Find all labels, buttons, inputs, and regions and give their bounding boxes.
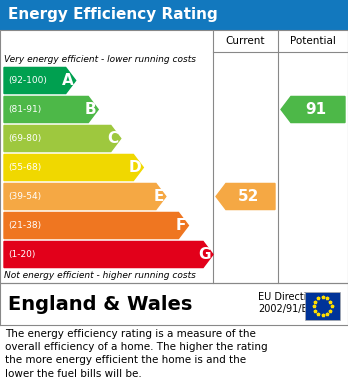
Polygon shape [4,242,213,267]
FancyBboxPatch shape [0,0,348,30]
Text: B: B [85,102,96,117]
Text: (69-80): (69-80) [8,134,41,143]
FancyBboxPatch shape [305,292,340,320]
Text: Not energy efficient - higher running costs: Not energy efficient - higher running co… [4,271,196,280]
Text: 52: 52 [238,189,260,204]
Text: (1-20): (1-20) [8,250,35,259]
Text: (39-54): (39-54) [8,192,41,201]
Polygon shape [216,183,275,210]
Text: Potential: Potential [290,36,336,46]
Text: F: F [176,218,187,233]
Text: G: G [198,247,211,262]
Text: E: E [153,189,164,204]
Text: C: C [108,131,119,146]
Text: 91: 91 [306,102,327,117]
Text: (81-91): (81-91) [8,105,41,114]
Text: EU Directive
2002/91/EC: EU Directive 2002/91/EC [258,292,318,314]
Polygon shape [4,154,143,181]
Text: England & Wales: England & Wales [8,294,192,314]
Text: Current: Current [226,36,265,46]
Polygon shape [4,126,121,152]
Text: D: D [129,160,141,175]
Text: (92-100): (92-100) [8,76,47,85]
Text: Very energy efficient - lower running costs: Very energy efficient - lower running co… [4,54,196,63]
Text: (21-38): (21-38) [8,221,41,230]
Polygon shape [281,97,345,122]
Text: The energy efficiency rating is a measure of the
overall efficiency of a home. T: The energy efficiency rating is a measur… [5,329,268,378]
Polygon shape [4,97,98,122]
Text: Energy Efficiency Rating: Energy Efficiency Rating [8,7,218,23]
Text: A: A [62,73,74,88]
Polygon shape [4,183,166,210]
Polygon shape [4,68,76,93]
Polygon shape [4,212,188,239]
Text: (55-68): (55-68) [8,163,41,172]
